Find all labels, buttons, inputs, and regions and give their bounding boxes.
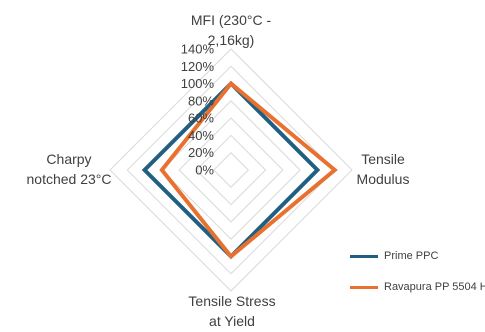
category-label: MFI (230°C -2,16kg) xyxy=(191,12,272,48)
legend-label-prime: Prime PPC xyxy=(384,250,439,262)
legend-item-prime: Prime PPC xyxy=(350,248,485,264)
grid-ring xyxy=(195,134,267,206)
tick-label: 140% xyxy=(181,42,215,57)
tick-label: 100% xyxy=(181,76,215,91)
legend-item-ravapura: Ravapura PP 5504 HI xyxy=(350,279,485,295)
tick-label: 0% xyxy=(195,163,214,178)
grid-ring xyxy=(213,152,249,188)
grid-ring xyxy=(126,65,336,275)
category-label: Tensile Stress at Yield xyxy=(188,293,275,329)
tick-label: 40% xyxy=(188,128,214,143)
grid-ring xyxy=(161,100,301,240)
series-line-1 xyxy=(159,80,338,260)
series-lines xyxy=(141,80,338,260)
category-labels: MFI (230°C -2,16kg) Tensile Modulus Tensile… xyxy=(27,12,410,329)
tick-label: 20% xyxy=(188,145,214,160)
grid-ring xyxy=(178,117,284,223)
tick-label: 80% xyxy=(188,93,214,108)
legend-label-ravapura: Ravapura PP 5504 HI xyxy=(384,281,485,293)
legend-swatch-ravapura xyxy=(350,285,378,289)
category-label: Charpy notched 23°C xyxy=(27,151,112,187)
category-label: Tensile Modulus xyxy=(357,151,410,187)
legend: Prime PPC Ravapura PP 5504 HI xyxy=(350,248,485,310)
grid-ring xyxy=(109,48,353,292)
tick-label: 120% xyxy=(181,59,215,74)
legend-swatch-prime xyxy=(350,254,378,258)
tick-label: 60% xyxy=(188,111,214,126)
radial-tick-labels: 0% 20% 40% 60% 80% 100% 120% 140% xyxy=(181,42,215,178)
